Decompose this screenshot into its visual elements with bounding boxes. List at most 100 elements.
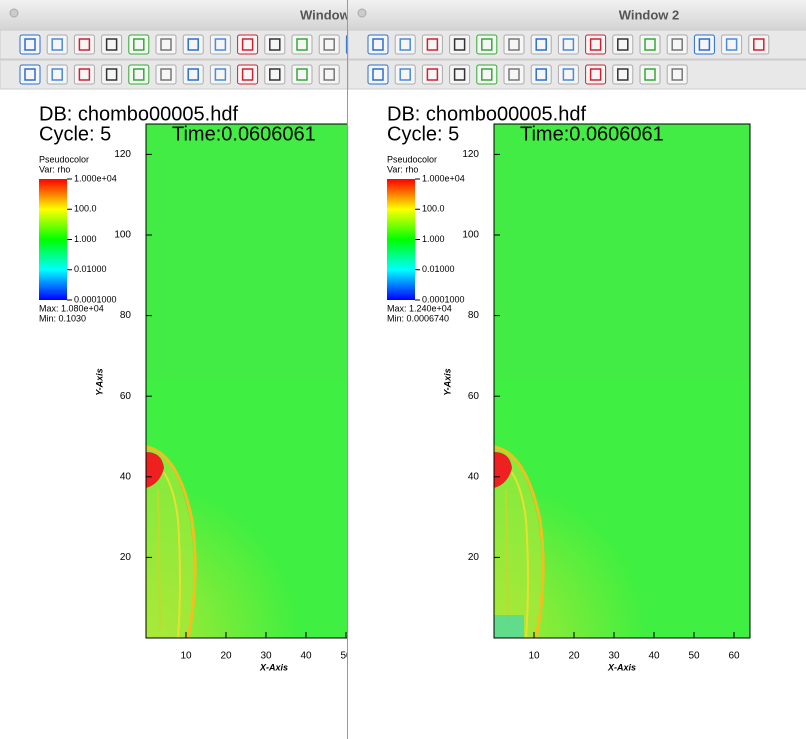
legend-min: Min: 0.1030 — [39, 313, 86, 323]
toolbar-button[interactable] — [237, 64, 259, 85]
toolbar-icon — [671, 38, 683, 51]
jet-line — [505, 489, 509, 631]
toolbar-button[interactable] — [503, 34, 525, 55]
toolbar-icon — [617, 38, 629, 51]
toolbar-icon — [160, 68, 172, 81]
legend-variable: Var: rho — [39, 164, 70, 174]
cycle-label: Cycle: 5 — [387, 123, 459, 145]
toolbar-button[interactable] — [367, 64, 389, 85]
x-tick-label: 10 — [180, 651, 192, 662]
toolbar-button[interactable] — [209, 34, 231, 55]
toolbar-button[interactable] — [585, 34, 607, 55]
toolbar-button[interactable] — [530, 64, 552, 85]
toolbar-button[interactable] — [73, 64, 95, 85]
time-label: Time:0.0606061 — [172, 123, 316, 145]
y-tick-label: 80 — [120, 310, 132, 321]
toolbar-button[interactable] — [367, 34, 389, 55]
jet-line — [157, 489, 161, 631]
toolbar-button[interactable] — [394, 34, 416, 55]
close-button[interactable] — [357, 8, 367, 18]
toolbar-button[interactable] — [46, 34, 68, 55]
toolbar-icon — [24, 68, 36, 81]
title-bar — [348, 0, 806, 30]
close-button[interactable] — [9, 8, 19, 18]
shock-front — [146, 445, 197, 638]
toolbar-button[interactable] — [721, 34, 743, 55]
toolbar-button[interactable] — [318, 34, 340, 55]
database-label: DB: chombo00005.hdf — [39, 103, 238, 125]
database-label: DB: chombo00005.hdf — [387, 103, 586, 125]
toolbar-button[interactable] — [530, 34, 552, 55]
toolbar-button[interactable] — [291, 34, 313, 55]
dense-region — [146, 452, 164, 488]
toolbar-button[interactable] — [476, 64, 498, 85]
legend-label: 1.000 — [74, 234, 97, 244]
legend-label: 1.000 — [422, 234, 445, 244]
toolbar-button[interactable] — [557, 34, 579, 55]
shock-front — [494, 445, 545, 638]
x-tick-label: 50 — [340, 651, 352, 662]
toolbar-icon — [51, 68, 63, 81]
toolbar-button[interactable] — [128, 34, 150, 55]
toolbar-icon — [105, 38, 118, 51]
toolbar-button[interactable] — [128, 64, 150, 85]
toolbar-button[interactable] — [693, 34, 715, 55]
toolbar-button[interactable] — [666, 64, 688, 85]
y-tick-label: 100 — [462, 230, 479, 241]
toolbar-icon — [671, 68, 683, 81]
toolbar-icon — [51, 38, 63, 51]
toolbar-button[interactable] — [449, 34, 471, 55]
plot-frame — [493, 123, 751, 639]
toolbar-icon — [78, 68, 91, 81]
legend-label: 1.000e+04 — [74, 173, 117, 183]
toolbar-button[interactable] — [264, 64, 286, 85]
legend-max: Max: 1.240e+04 — [387, 303, 452, 313]
toolbar-button[interactable] — [264, 34, 286, 55]
toolbar-button[interactable] — [639, 34, 661, 55]
toolbar-button[interactable] — [101, 34, 123, 55]
toolbar-button[interactable] — [503, 64, 525, 85]
toolbar-button[interactable] — [318, 64, 340, 85]
toolbar-icon — [399, 68, 411, 81]
toolbar-button[interactable] — [585, 64, 607, 85]
toolbar-button[interactable] — [421, 64, 443, 85]
toolbar-button[interactable] — [19, 34, 41, 55]
toolbar-button[interactable] — [421, 34, 443, 55]
toolbar-button[interactable] — [155, 34, 177, 55]
toolbar-icon — [698, 38, 711, 51]
toolbar-button[interactable] — [155, 64, 177, 85]
toolbar-button[interactable] — [182, 34, 204, 55]
toolbar-icon — [562, 68, 575, 81]
window-title: Window 2 — [619, 7, 680, 22]
x-tick-label: 40 — [648, 651, 660, 662]
legend-label: 1.000e+04 — [422, 173, 465, 183]
toolbar-icon — [481, 38, 493, 51]
toolbar-icon — [372, 68, 384, 81]
y-tick-label: 120 — [462, 149, 479, 160]
toolbar-button[interactable] — [639, 64, 661, 85]
toolbar-button[interactable] — [46, 64, 68, 85]
toolbar-button[interactable] — [182, 64, 204, 85]
toolbar-button[interactable] — [209, 64, 231, 85]
toolbar-button[interactable] — [237, 34, 259, 55]
toolbar-button[interactable] — [557, 64, 579, 85]
toolbar-icon — [187, 38, 199, 51]
toolbar-icon — [214, 38, 227, 51]
toolbar-button[interactable] — [666, 34, 688, 55]
y-tick-label: 40 — [468, 471, 480, 482]
toolbar-button[interactable] — [101, 64, 123, 85]
x-tick-label: 20 — [568, 651, 580, 662]
cycle-label: Cycle: 5 — [39, 123, 111, 145]
legend-variable: Var: rho — [387, 164, 418, 174]
color-bar — [39, 179, 67, 300]
toolbar-button[interactable] — [449, 64, 471, 85]
toolbar-button[interactable] — [612, 34, 634, 55]
toolbar-button[interactable] — [612, 64, 634, 85]
toolbar-button[interactable] — [19, 64, 41, 85]
toolbar-button[interactable] — [394, 64, 416, 85]
toolbar-button[interactable] — [291, 64, 313, 85]
toolbar-icon — [296, 68, 308, 81]
toolbar-button[interactable] — [748, 34, 770, 55]
toolbar-button[interactable] — [476, 34, 498, 55]
toolbar-button[interactable] — [73, 34, 95, 55]
